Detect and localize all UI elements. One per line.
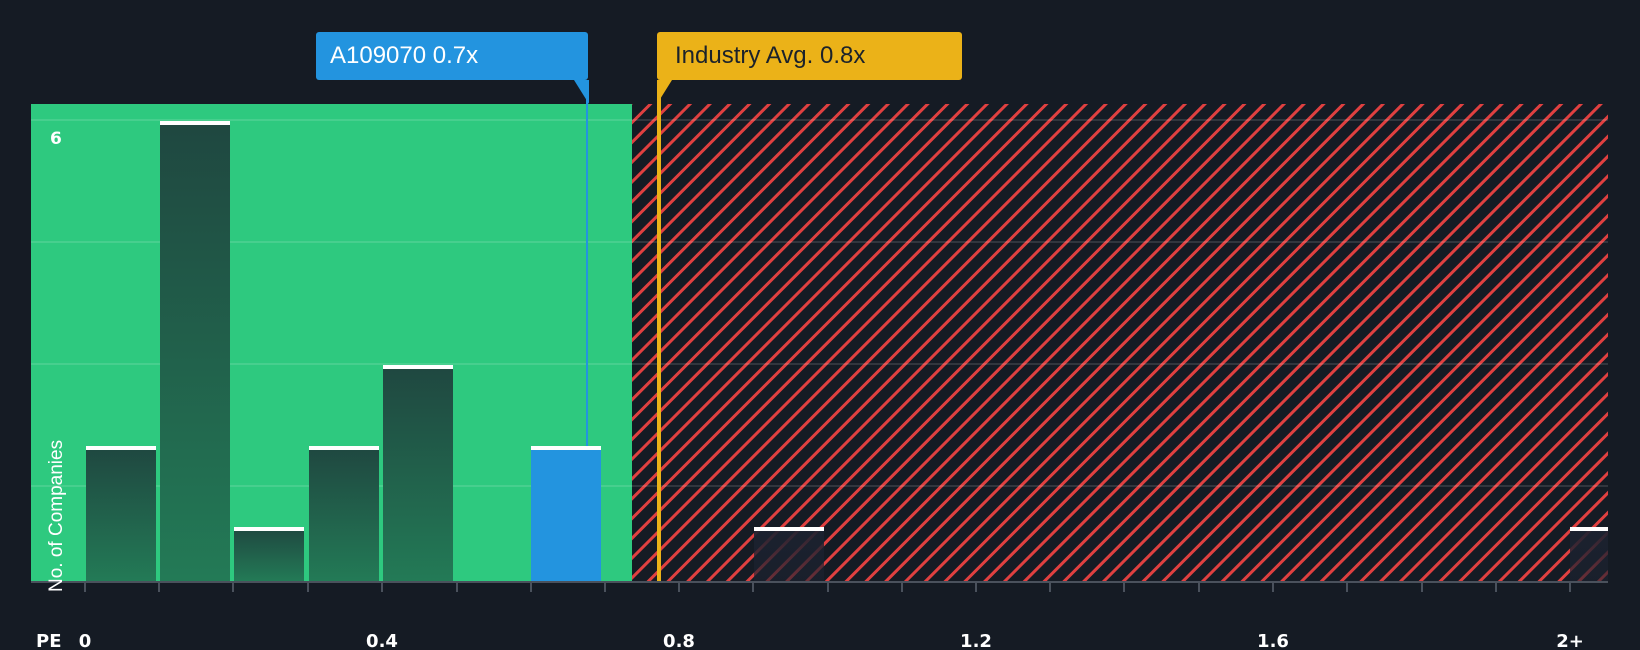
- bar-0.9-1.0[interactable]: [754, 527, 824, 581]
- bar-0-0.1[interactable]: [86, 446, 156, 581]
- bar-0.4-0.5[interactable]: [383, 365, 453, 581]
- bar-cap: [309, 446, 379, 450]
- histogram-bars: [86, 121, 1608, 581]
- bar-0.2-0.3[interactable]: [234, 527, 304, 581]
- x-tick-label: 0.4: [366, 631, 398, 650]
- y-max-label: 6: [50, 129, 62, 149]
- industry-avg-callout: Industry Avg. 0.8x: [657, 32, 962, 80]
- x-tick-label: 1.2: [960, 631, 992, 650]
- x-axis-labels: PE 0 0.4 0.8 1.2 1.6 2+: [36, 631, 1584, 650]
- bar-cap: [234, 527, 304, 531]
- company-pe-callout: A109070 0.7x: [316, 32, 588, 80]
- bar-cap: [383, 365, 453, 369]
- x-tick-label: 2+: [1556, 631, 1584, 650]
- bar-cap: [86, 446, 156, 450]
- x-tick-label: 0: [79, 631, 92, 650]
- x-tick-label: 0.8: [663, 631, 695, 650]
- x-axis-prefix: PE: [36, 631, 62, 650]
- x-tick-label: 1.6: [1257, 631, 1289, 650]
- bar-cap: [160, 121, 230, 125]
- y-axis-label: No. of Companies: [46, 440, 67, 592]
- bar-cap: [1570, 527, 1608, 531]
- overvalued-zone: [632, 104, 1608, 581]
- gridlines: [31, 119, 1608, 487]
- x-axis-ticks: [84, 582, 1571, 592]
- bar-cap: [754, 527, 824, 531]
- bar-cap: [531, 446, 601, 450]
- bar-0.3-0.4[interactable]: [309, 446, 379, 581]
- bar-2plus[interactable]: [1570, 527, 1608, 581]
- industry-callout-pointer: [657, 80, 672, 104]
- bar-0.6-0.7-company[interactable]: [531, 446, 601, 581]
- company-callout-pointer: [574, 80, 589, 104]
- bar-0.1-0.2[interactable]: [160, 121, 230, 581]
